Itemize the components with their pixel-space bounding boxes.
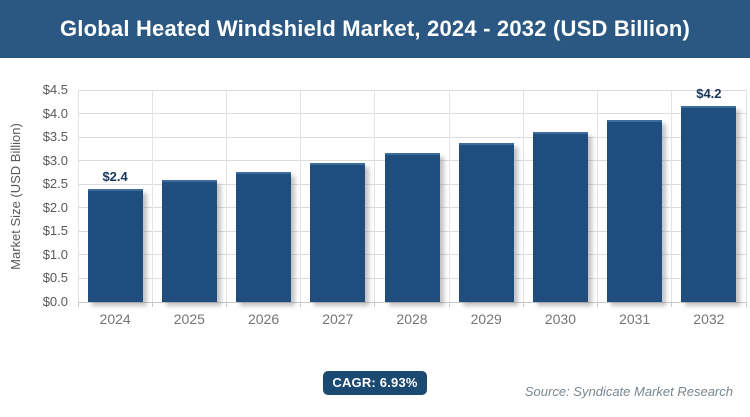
x-axis-tick xyxy=(671,302,673,307)
chart-title: Global Heated Windshield Market, 2024 - … xyxy=(60,16,690,41)
bar-2029 xyxy=(458,142,514,302)
x-tick-label: 2029 xyxy=(470,311,502,327)
gridline-x xyxy=(522,90,524,302)
gridline-x xyxy=(374,90,376,302)
plot-area xyxy=(77,89,747,307)
source-credit: Source: Syndicate Market Research xyxy=(524,384,733,399)
x-axis-tick xyxy=(597,302,599,307)
y-tick-label: $0.0 xyxy=(42,294,68,309)
cagr-badge: CAGR: 6.93% xyxy=(323,371,427,395)
x-axis-tick xyxy=(225,302,227,307)
y-tick-label: $2.5 xyxy=(42,176,68,192)
gridline-y xyxy=(78,301,746,303)
x-tick-label: 2030 xyxy=(544,311,577,327)
bar-2027 xyxy=(310,163,366,302)
x-tick-label: 2026 xyxy=(247,311,280,327)
x-axis-tick xyxy=(522,302,524,307)
x-axis-tick xyxy=(374,302,376,307)
x-axis-tick xyxy=(300,302,302,307)
bar-2030 xyxy=(532,131,588,302)
x-axis-tick xyxy=(745,302,747,307)
title-banner: Global Heated Windshield Market, 2024 - … xyxy=(0,0,750,58)
gridline-y xyxy=(78,89,746,91)
gridline-y xyxy=(78,113,746,115)
gridline-x xyxy=(671,90,673,302)
bar-2031 xyxy=(607,120,663,302)
gridline-x xyxy=(597,90,599,302)
y-tick-label: $1.0 xyxy=(42,246,68,262)
y-tick-label: $1.5 xyxy=(42,223,68,239)
gridline-y xyxy=(78,136,746,138)
y-tick-label: $3.0 xyxy=(42,152,68,168)
x-axis-tick xyxy=(448,302,450,307)
y-tick-label: $4.5 xyxy=(42,82,68,97)
bar-2025 xyxy=(161,180,217,302)
x-tick-label: 2025 xyxy=(173,311,205,327)
gridline-x xyxy=(151,90,153,302)
gridline-x xyxy=(77,90,79,302)
bar-value-label: $4.2 xyxy=(696,86,722,102)
bar-2028 xyxy=(384,153,440,302)
y-tick-label: $2.0 xyxy=(42,199,68,215)
y-tick-label: $3.5 xyxy=(42,129,68,145)
x-tick-label: 2027 xyxy=(322,311,354,327)
y-axis-title-text: Market Size (USD Billion) xyxy=(7,122,23,270)
gridline-x xyxy=(225,90,227,302)
gridline-x xyxy=(448,90,450,302)
x-tick-label: 2031 xyxy=(619,311,651,327)
bar-2026 xyxy=(236,171,292,302)
y-tick-label: $4.0 xyxy=(42,105,68,121)
x-axis-tick xyxy=(77,302,79,307)
bar-2024 xyxy=(87,188,143,302)
y-axis-title: Market Size (USD Billion) xyxy=(4,90,26,302)
x-tick-label: 2028 xyxy=(396,311,428,327)
gridline-x xyxy=(745,90,747,302)
y-tick-label: $0.5 xyxy=(42,270,68,286)
x-tick-label: 2032 xyxy=(693,311,725,327)
x-tick-label: 2024 xyxy=(99,311,131,327)
bar-2032 xyxy=(681,106,737,302)
bar-value-label: $2.4 xyxy=(102,168,128,184)
x-axis-tick xyxy=(151,302,153,307)
gridline-x xyxy=(300,90,302,302)
